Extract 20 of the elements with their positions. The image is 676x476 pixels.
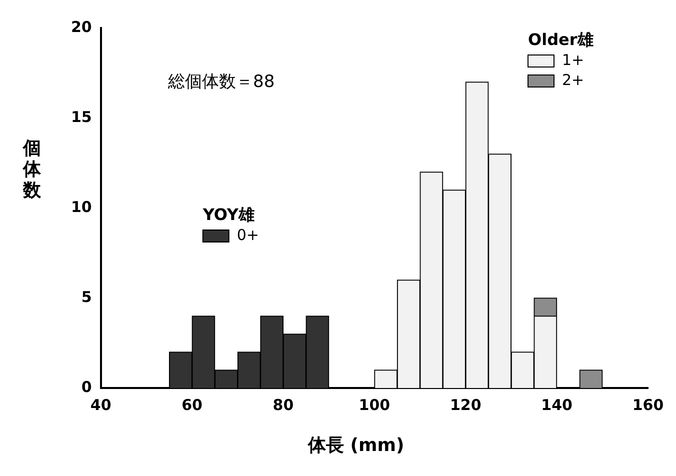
y-tick-label: 10 [71, 198, 92, 216]
annotation: Older雄 [528, 30, 594, 50]
legend-label: 1+ [562, 50, 584, 69]
y-tick-label: 15 [71, 108, 92, 126]
y-tick-label: 0 [81, 378, 92, 396]
y-tick-label: 20 [71, 18, 92, 36]
y-axis-title: 個体数 [22, 138, 42, 201]
x-tick-label: 100 [358, 396, 390, 414]
annotation: 総個体数＝88 [168, 71, 275, 93]
x-tick-label: 140 [541, 396, 572, 414]
x-tick-label: 160 [632, 396, 664, 414]
x-axis-title: 体長 (mm) [308, 434, 404, 457]
x-tick-label: 60 [182, 396, 202, 414]
x-tick-label: 120 [450, 396, 482, 414]
x-tick-label: 40 [90, 396, 112, 414]
x-tick-label: 80 [272, 396, 294, 414]
y-tick-label: 5 [81, 288, 92, 306]
annotation: YOY雄 [202, 205, 255, 224]
legend-label: 0+ [236, 226, 259, 244]
legend-label: 2+ [562, 70, 584, 89]
